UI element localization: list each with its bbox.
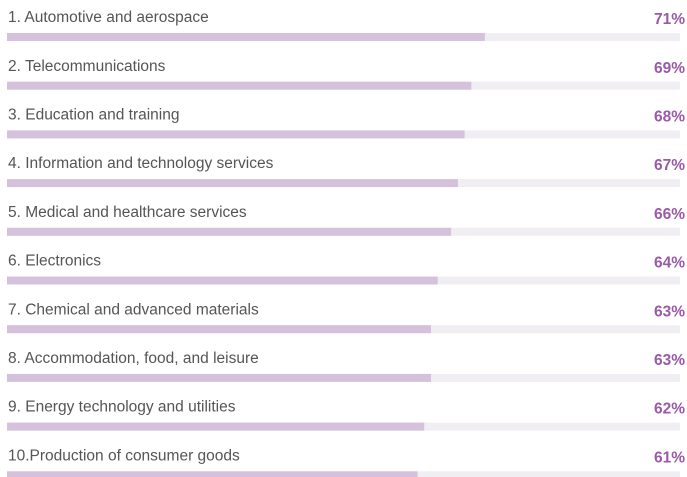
category-label: 4. Information and technology services [8,155,274,172]
value-label: 69% [654,60,685,77]
category-label: 8. Accommodation, food, and leisure [8,350,259,367]
bar [7,130,465,139]
category-label: 1. Automotive and aerospace [8,9,209,26]
value-label: 61% [654,449,685,466]
value-label: 63% [654,303,685,320]
category-label: 2. Telecommunications [8,58,166,75]
category-label: 7. Chemical and advanced materials [8,301,259,318]
category-label: 5. Medical and healthcare services [8,204,247,221]
value-label: 63% [654,352,685,369]
value-label: 67% [654,157,685,174]
category-label: 9. Energy technology and utilities [8,399,236,416]
category-label: 3. Education and training [8,106,179,123]
value-label: 71% [654,11,685,28]
bar [7,227,452,236]
bar [7,422,425,431]
value-label: 64% [654,255,685,272]
bar [7,179,458,188]
bar [7,276,438,285]
bar [7,81,472,90]
bar [7,373,431,382]
category-label: 6. Electronics [8,253,101,270]
bar [7,325,431,334]
value-label: 66% [654,206,685,223]
bar [7,33,485,41]
category-label: 10.Production of consumer goods [8,447,240,464]
bar [7,471,418,477]
value-label: 62% [654,401,685,418]
value-label: 68% [654,108,685,125]
